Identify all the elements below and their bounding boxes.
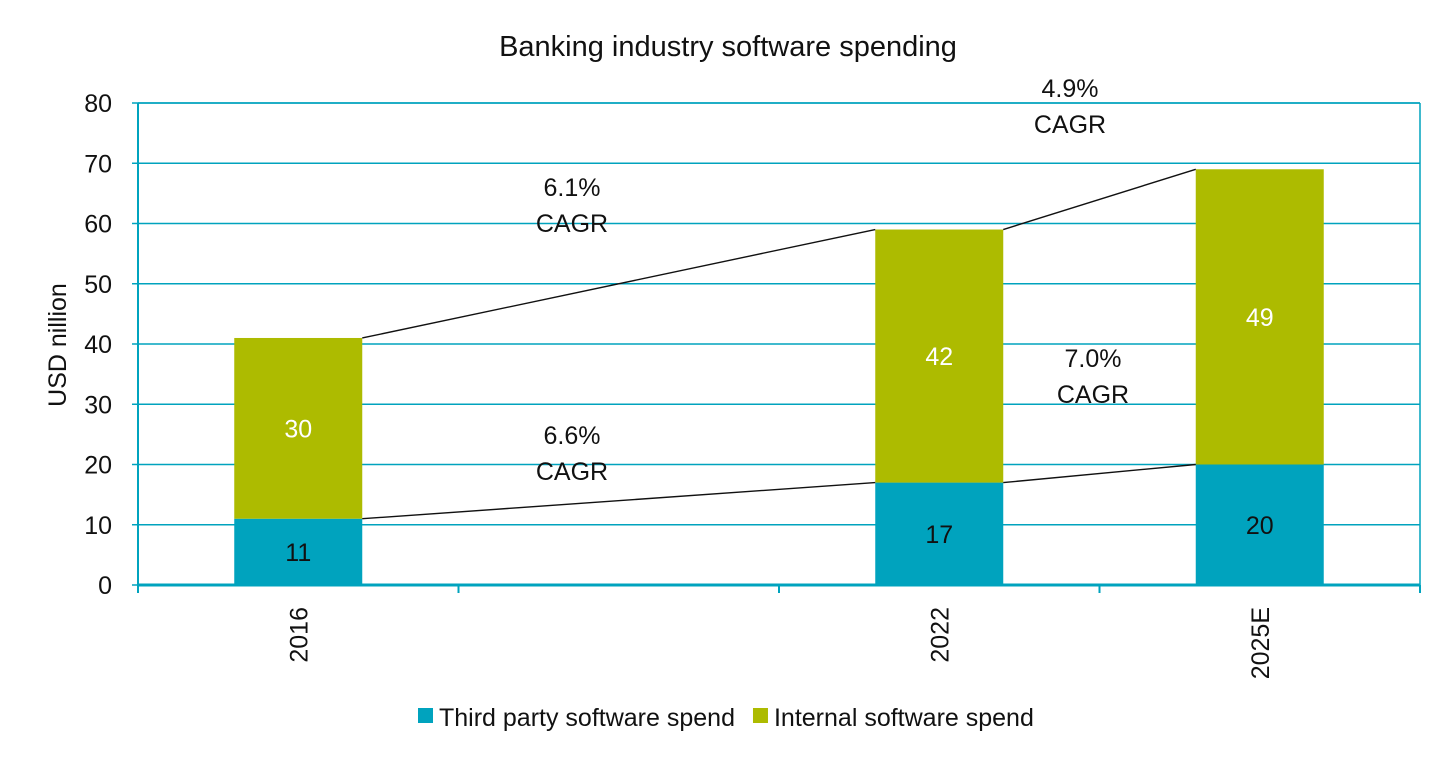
- cagr-label: CAGR: [1034, 111, 1106, 139]
- bar-value-label: 17: [925, 521, 953, 549]
- cagr-label: 6.6%: [544, 422, 601, 450]
- cagr-annotations: 6.1% CAGR 4.9% CAGR 6.6% CAGR 7.0% CAGR: [536, 75, 1129, 486]
- x-tick-label: 2016: [285, 607, 313, 663]
- bar-segment: [234, 518, 363, 585]
- bar-value-label: 20: [1246, 512, 1274, 540]
- cagr-trend-line: [362, 228, 876, 339]
- axes: 0 10 20 30 40 50 60 70 80 2016 2022 2025E: [84, 90, 1421, 679]
- y-tick-label: 80: [84, 90, 112, 118]
- cagr-label: CAGR: [1057, 381, 1129, 409]
- x-tick-label: 2025E: [1247, 607, 1275, 679]
- cagr-trend-line: [362, 481, 876, 520]
- cagr-label: CAGR: [536, 458, 608, 486]
- bar-value-label: 42: [925, 343, 953, 371]
- cagr-label: 7.0%: [1065, 345, 1122, 373]
- cagr-label: CAGR: [536, 210, 608, 238]
- y-tick-label: 60: [84, 211, 112, 239]
- y-tick-label: 10: [84, 512, 112, 540]
- y-tick-label: 0: [98, 572, 112, 600]
- cagr-trend-line: [1003, 463, 1196, 484]
- bar-value-label: 49: [1246, 304, 1274, 332]
- legend: Third party software spend Internal softw…: [418, 704, 1034, 732]
- y-tick-label: 40: [84, 331, 112, 359]
- legend-label: Internal software spend: [774, 704, 1034, 732]
- legend-swatch: [752, 708, 768, 723]
- chart-title: Banking industry software spending: [499, 31, 957, 63]
- bars: 11 30 17 42 20 49: [234, 169, 1324, 585]
- bar-value-label: 30: [284, 415, 312, 443]
- y-tick-label: 70: [84, 150, 112, 178]
- bar-segment: [234, 337, 363, 519]
- y-axis-label: USD nillion: [44, 283, 72, 407]
- y-tick-label: 20: [84, 452, 112, 480]
- bar-value-label: 11: [285, 539, 311, 567]
- legend-label: Third party software spend: [439, 704, 735, 732]
- bar-segment: [875, 229, 1004, 483]
- x-tick-label: 2022: [926, 607, 954, 663]
- bar-segment: [1195, 169, 1324, 465]
- legend-swatch: [418, 708, 433, 723]
- trend-lines: [362, 168, 1196, 520]
- bar-segment: [1195, 464, 1324, 585]
- cagr-trend-line: [1003, 168, 1196, 231]
- cagr-label: 4.9%: [1042, 75, 1099, 103]
- cagr-label: 6.1%: [544, 174, 601, 202]
- y-tick-label: 50: [84, 271, 112, 299]
- y-tick-label: 30: [84, 391, 112, 419]
- bar-segment: [875, 482, 1004, 585]
